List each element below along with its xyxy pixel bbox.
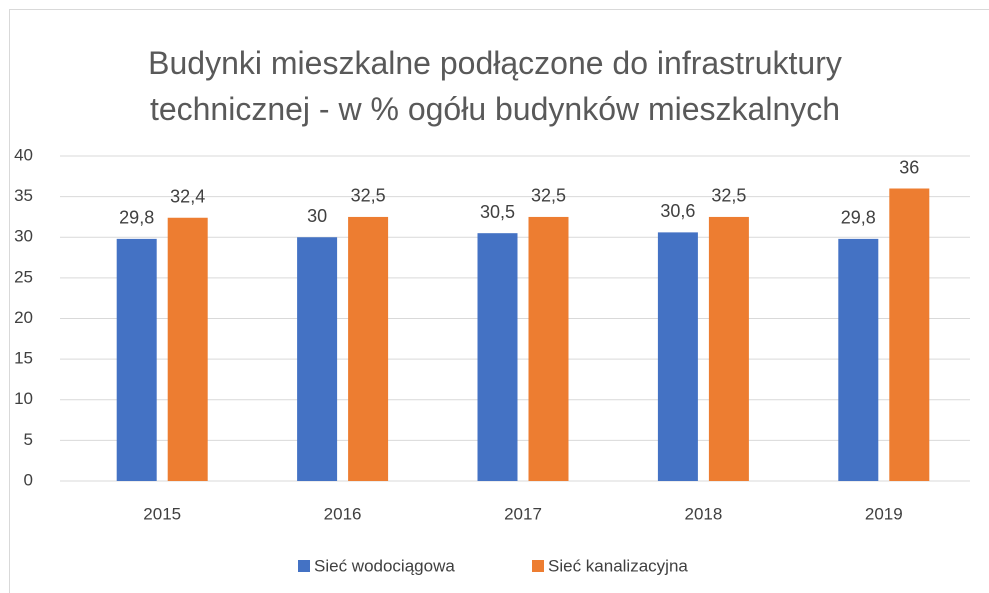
bar <box>477 233 518 481</box>
x-tick-label: 2017 <box>504 504 542 523</box>
bar <box>348 216 389 481</box>
bar <box>167 217 208 481</box>
y-tick-label: 0 <box>24 470 33 489</box>
value-label: 32,5 <box>351 186 386 206</box>
y-tick-label: 15 <box>14 349 33 368</box>
y-tick-label: 20 <box>14 308 33 327</box>
value-label: 32,5 <box>531 186 566 206</box>
bar <box>657 232 698 481</box>
value-label: 29,8 <box>841 208 876 228</box>
value-label: 32,4 <box>170 187 205 207</box>
bar <box>708 216 749 481</box>
value-label: 36 <box>899 157 919 177</box>
y-tick-label: 35 <box>14 186 33 205</box>
x-tick-label: 2016 <box>324 504 362 523</box>
value-label: 29,8 <box>119 208 154 228</box>
value-label: 30,5 <box>480 202 515 222</box>
legend-swatch <box>298 560 310 572</box>
y-tick-label: 25 <box>14 267 33 286</box>
legend-label: Sieć wodociągowa <box>314 556 455 575</box>
y-tick-label: 10 <box>14 389 33 408</box>
y-tick-label: 40 <box>14 145 33 164</box>
bar <box>528 216 569 481</box>
y-tick-label: 5 <box>24 430 33 449</box>
value-label: 30,6 <box>660 201 695 221</box>
bar <box>889 188 930 481</box>
bar <box>297 237 338 481</box>
x-tick-label: 2015 <box>143 504 181 523</box>
legend-label: Sieć kanalizacyjna <box>548 556 688 575</box>
bar <box>116 238 157 481</box>
value-label: 30 <box>307 206 327 226</box>
bar <box>838 238 879 481</box>
value-label: 32,5 <box>711 186 746 206</box>
x-tick-label: 2019 <box>865 504 903 523</box>
legend-swatch <box>532 560 544 572</box>
x-tick-label: 2018 <box>684 504 722 523</box>
y-tick-label: 30 <box>14 227 33 246</box>
chart-border <box>9 9 989 593</box>
chart-title: Budynki mieszkalne podłączone do infrast… <box>148 45 842 127</box>
